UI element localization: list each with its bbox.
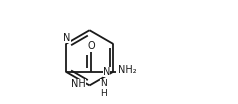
Text: O: O <box>88 41 95 51</box>
Text: N: N <box>103 67 110 77</box>
Text: N
H: N H <box>100 79 107 98</box>
Text: NH: NH <box>71 79 85 89</box>
Text: N: N <box>63 33 71 43</box>
Text: NH₂: NH₂ <box>118 65 136 75</box>
